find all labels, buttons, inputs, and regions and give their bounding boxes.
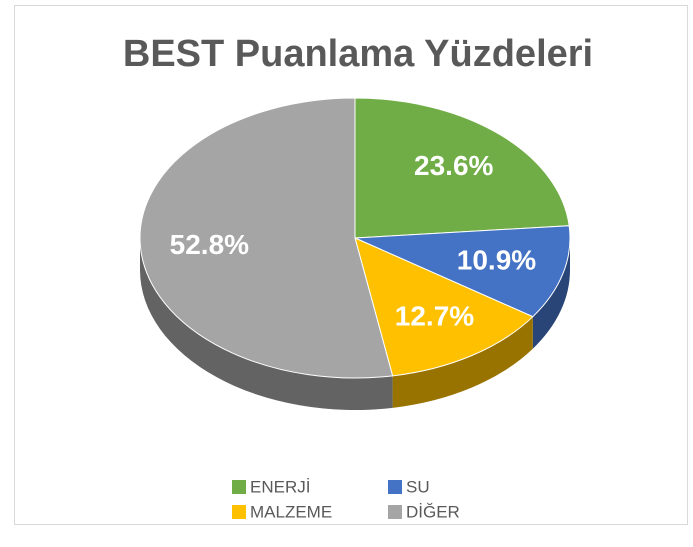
legend-swatch [388, 480, 402, 494]
slice-side [140, 238, 393, 410]
chart-title: BEST Puanlama Yüzdeleri [123, 33, 593, 75]
legend-swatch [232, 505, 246, 519]
slice-side [532, 238, 570, 349]
slice [139, 97, 394, 379]
slice [354, 237, 534, 377]
data-label: 52.8% [170, 229, 249, 260]
legend-label: MALZEME [250, 502, 332, 521]
legend-label: DİĞER [406, 502, 460, 521]
slice [354, 97, 570, 239]
data-label: 10.9% [457, 244, 536, 275]
legend-label: SU [406, 477, 430, 496]
slice [354, 225, 571, 318]
data-label: 23.6% [414, 150, 493, 181]
legend-label: ENERJİ [250, 477, 310, 496]
data-label: 12.7% [395, 300, 474, 331]
legend-swatch [232, 480, 246, 494]
slice-side [392, 316, 533, 408]
legend-swatch [388, 505, 402, 519]
